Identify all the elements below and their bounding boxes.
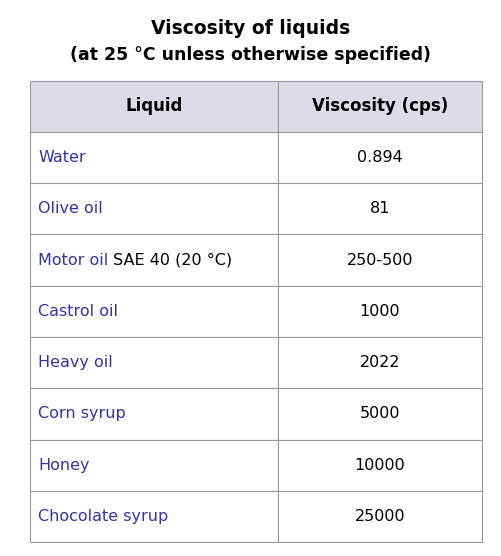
Text: 81: 81 <box>369 201 389 216</box>
Text: SAE 40 (20 °C): SAE 40 (20 °C) <box>108 252 232 267</box>
Text: Castrol oil: Castrol oil <box>38 304 118 319</box>
Text: 5000: 5000 <box>359 406 399 421</box>
Bar <box>30 388 277 440</box>
Text: Viscosity (cps): Viscosity (cps) <box>311 97 447 115</box>
Bar <box>30 235 277 286</box>
Text: 1000: 1000 <box>359 304 399 319</box>
Bar <box>277 132 481 183</box>
Bar <box>277 491 481 542</box>
Bar <box>30 337 277 388</box>
Text: 0.894: 0.894 <box>356 150 402 165</box>
Text: 10000: 10000 <box>354 458 404 473</box>
Bar <box>30 440 277 491</box>
Bar <box>277 235 481 286</box>
Bar <box>277 286 481 337</box>
Bar <box>277 183 481 235</box>
Text: Chocolate syrup: Chocolate syrup <box>38 509 168 524</box>
Text: Olive oil: Olive oil <box>38 201 103 216</box>
Text: Heavy oil: Heavy oil <box>38 355 113 370</box>
Bar <box>30 132 277 183</box>
Bar <box>277 388 481 440</box>
Text: Liquid: Liquid <box>125 97 182 115</box>
Text: Water: Water <box>38 150 86 165</box>
Bar <box>277 440 481 491</box>
Bar <box>30 81 277 132</box>
Text: Corn syrup: Corn syrup <box>38 406 126 421</box>
Text: Viscosity of liquids: Viscosity of liquids <box>151 19 350 38</box>
Bar <box>30 286 277 337</box>
Bar <box>30 491 277 542</box>
Text: 2022: 2022 <box>359 355 399 370</box>
Bar <box>277 337 481 388</box>
Text: 25000: 25000 <box>354 509 404 524</box>
Bar <box>30 183 277 235</box>
Text: Motor oil: Motor oil <box>38 252 108 267</box>
Text: 250-500: 250-500 <box>346 252 412 267</box>
Bar <box>277 81 481 132</box>
Text: (at 25 °C unless otherwise specified): (at 25 °C unless otherwise specified) <box>70 46 431 63</box>
Text: Honey: Honey <box>38 458 90 473</box>
